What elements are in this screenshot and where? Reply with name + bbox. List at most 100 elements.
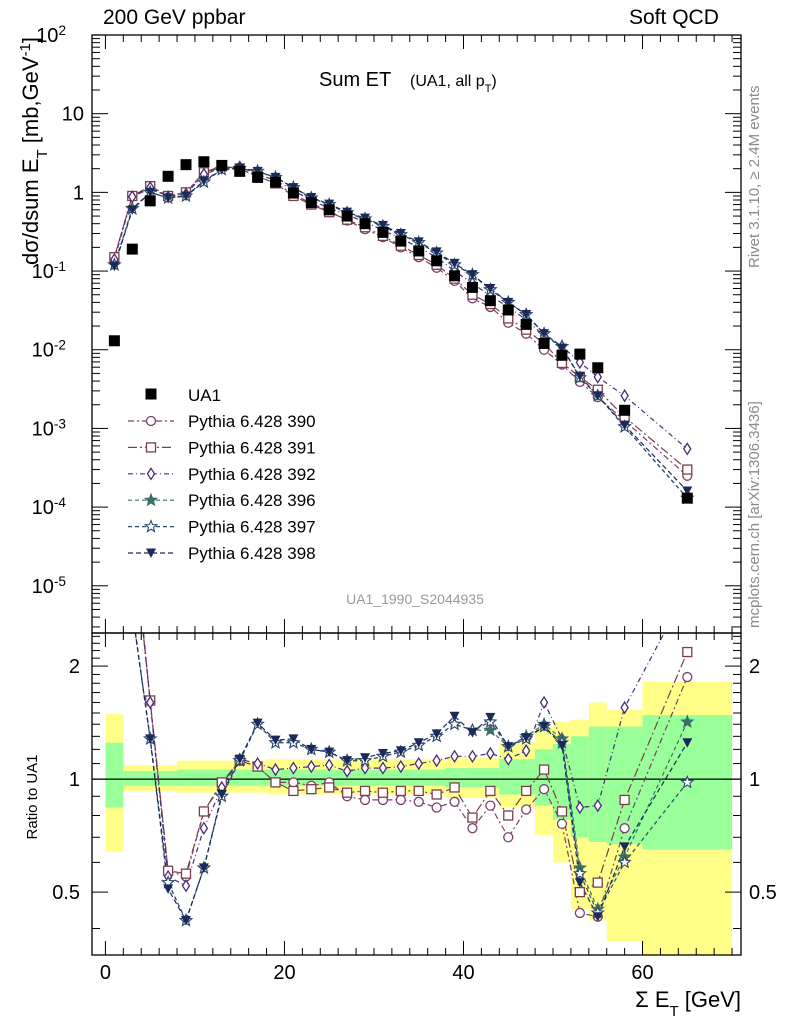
series-398-ratio-point <box>485 712 496 723</box>
series-398-ratio-point <box>198 863 209 873</box>
series-398-point <box>180 191 191 201</box>
y-tick-label: 10-4 <box>32 495 67 520</box>
legend-390-label: Pythia 6.428 390 <box>188 412 316 431</box>
series-391-ratio-point <box>538 764 550 775</box>
legend-396-marker <box>143 492 159 507</box>
series-398-ratio-point <box>556 740 567 751</box>
legend-396-label: Pythia 6.428 396 <box>188 491 316 510</box>
series-392-ratio-point <box>503 752 513 766</box>
series-392-ratio-point <box>271 762 280 777</box>
ratio-axis-title: Ratio to UA1 <box>24 754 41 839</box>
series-392-ratio-point <box>289 761 298 775</box>
series-397-ratio-point <box>109 600 120 611</box>
ua1-data-point <box>323 204 335 216</box>
ratio-tick-label-left: 2 <box>69 656 80 678</box>
ua1-data-point <box>126 243 138 255</box>
stat-band <box>588 726 607 842</box>
series-390-ratio-line <box>142 633 688 918</box>
series-392-ratio-point <box>253 756 262 771</box>
series-398-point <box>556 343 567 354</box>
chart-texts: 0 20 40 60 10-5 10-4 10-3 10-2 10-1 1 10 102 0.5 0.5 1… <box>17 23 777 1020</box>
ua1-data-point <box>449 270 461 282</box>
series-392-ratio-point <box>324 758 334 772</box>
legend-392-marker <box>146 467 156 481</box>
x-tick-label: 20 <box>273 962 295 984</box>
series-398-ratio-point <box>252 718 263 729</box>
ua1-data-point <box>341 210 353 222</box>
series-398-ratio-point <box>467 728 478 738</box>
series-390-ratio-point <box>431 802 442 813</box>
analysis-id-label: UA1_1990_S2044935 <box>346 591 484 607</box>
ua1-data-point <box>592 362 604 374</box>
series-391-point <box>682 464 693 475</box>
series-398-ratio-line <box>134 633 688 922</box>
series-391-ratio-point <box>431 789 442 800</box>
series-392-ratio-point <box>468 749 477 764</box>
series-398-ratio-point <box>431 729 442 739</box>
series-391-ratio-point <box>110 416 119 425</box>
ua1-data-point <box>502 304 514 316</box>
series-390-ratio-point <box>574 907 586 919</box>
series-392-point <box>575 355 585 370</box>
series-398-point <box>109 261 120 272</box>
series-398-point <box>163 193 174 203</box>
series-391-ratio-point <box>682 646 693 658</box>
series-391-ratio-point <box>341 787 353 798</box>
series-390-ratio-point <box>467 823 478 834</box>
x-tick-label: 40 <box>452 962 474 984</box>
ua1-data-point <box>198 156 210 168</box>
series-391-ratio-point <box>574 886 586 898</box>
series-390-ratio-point <box>413 796 424 807</box>
series-398-point <box>485 284 496 294</box>
series-398-point <box>198 176 209 186</box>
series-398-ratio-point <box>360 753 371 763</box>
series-392-point <box>683 442 692 456</box>
series-392-point <box>620 389 629 403</box>
series-398-ratio-point <box>395 746 406 756</box>
series-398-ratio-point <box>306 744 317 755</box>
plot-title-note: (UA1, all pT) <box>410 73 497 95</box>
series-392-ratio-point <box>360 761 370 775</box>
series-392-ratio-point <box>450 749 459 764</box>
ua1-data-point <box>144 195 156 207</box>
ua1-data-point <box>234 165 246 177</box>
series-398-ratio-point <box>288 734 299 744</box>
series-398-point <box>252 166 263 177</box>
series-392-ratio-point <box>521 744 531 758</box>
series-392-ratio-point <box>342 764 352 778</box>
series-398-point <box>592 391 603 401</box>
series-398-point <box>682 486 693 497</box>
series-398-point <box>449 258 460 269</box>
series-398-ratio-point <box>413 738 424 748</box>
series-392-ratio-point <box>145 695 155 710</box>
series-398-ratio-point <box>574 878 585 888</box>
ua1-data-point <box>305 197 317 209</box>
series-391-ratio-point <box>619 794 630 806</box>
series-390-ratio-point <box>556 818 568 829</box>
ua1-data-point <box>287 187 299 199</box>
ua1-data-point <box>108 335 120 347</box>
ua1-data-point <box>377 226 389 238</box>
legend-label-ua1: UA1 <box>188 386 221 405</box>
series-398-point <box>431 247 442 257</box>
series-398-point <box>619 420 630 431</box>
series-390-ratio-point <box>503 832 514 843</box>
series-392-ratio-point <box>620 700 629 715</box>
ua1-data-point <box>359 218 371 230</box>
series-391-ratio-point <box>413 785 424 797</box>
ua1-data-point <box>681 492 693 504</box>
x-tick-label: 60 <box>631 962 653 984</box>
series-398-point <box>574 371 585 382</box>
plot-frames <box>91 34 742 956</box>
series-398-point <box>521 310 532 320</box>
plot-title: Sum ET <box>319 69 391 91</box>
series-392-ratio-point <box>111 401 118 412</box>
series-396-ratio-point <box>127 605 138 616</box>
series-398-point <box>395 229 406 239</box>
main-series <box>107 156 695 505</box>
ua1-data-point <box>466 281 478 293</box>
legend-391-marker <box>145 442 157 453</box>
series-398-ratio-point <box>342 756 353 766</box>
series-398-ratio-point <box>324 747 335 758</box>
